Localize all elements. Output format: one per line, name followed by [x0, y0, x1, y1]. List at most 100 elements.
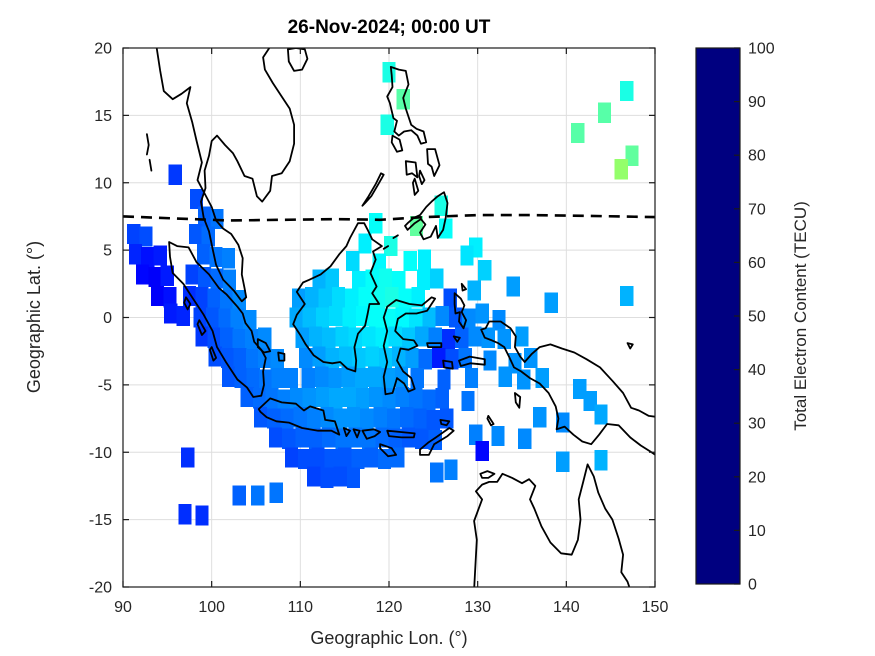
tec-cell: [415, 428, 429, 449]
coastline-path: [292, 222, 383, 373]
tec-cell: [434, 195, 448, 216]
colorbar-tick-label: 20: [748, 469, 766, 486]
coastline-path: [146, 133, 150, 156]
tec-cell: [365, 346, 379, 367]
tec-cell: [246, 368, 260, 389]
tec-cell: [329, 306, 343, 327]
tec-cell: [139, 226, 153, 247]
tec-cell: [443, 288, 457, 309]
tec-cell: [355, 388, 370, 409]
y-tick-label: -15: [89, 512, 112, 529]
tec-cell: [382, 62, 396, 83]
tec-cell: [232, 329, 246, 350]
tec-cell: [270, 349, 284, 370]
tec-cell: [197, 206, 212, 227]
tec-cell: [498, 366, 512, 387]
tec-cell: [315, 386, 330, 408]
tec-cell: [153, 245, 167, 266]
tec-cell: [395, 386, 409, 408]
tec-cell: [338, 346, 353, 367]
coastline-path: [209, 346, 217, 362]
tec-cell: [583, 390, 597, 412]
tec-cell: [197, 244, 211, 265]
tec-cell: [620, 285, 634, 306]
tec-cell: [148, 267, 162, 288]
coastline-path: [287, 48, 309, 72]
tec-cell: [428, 327, 442, 348]
tec-cell: [358, 287, 372, 308]
tec-cell: [234, 368, 248, 389]
coastline-path: [479, 470, 496, 479]
magnetic-equator-line: [123, 213, 655, 222]
tec-cell: [445, 349, 459, 370]
tec-cell: [415, 326, 429, 347]
colorbar-tick-label: 50: [748, 309, 766, 326]
tec-cell: [360, 408, 374, 429]
axis-box-and-ticks: 90 100 110 120 130 140 150 20 15 10 5 0 -5 -10 -15 -20: [89, 41, 669, 617]
tec-cell: [364, 447, 378, 468]
tec-cell: [368, 366, 382, 387]
x-tick-label: 120: [376, 599, 403, 616]
y-tick-label: 15: [94, 108, 112, 125]
tec-cell: [416, 269, 431, 290]
tec-cell: [221, 347, 235, 368]
coastline-path: [453, 292, 467, 330]
tec-cell: [362, 326, 376, 347]
tec-cell: [325, 268, 339, 289]
tec-cell: [218, 308, 232, 329]
tec-cell: [341, 366, 355, 387]
tec-cell: [220, 327, 234, 348]
tec-cell: [373, 407, 387, 428]
tec-cell: [435, 306, 449, 327]
tec-cell: [594, 450, 608, 471]
tec-cell: [432, 347, 446, 368]
tec-cell: [478, 260, 492, 281]
coastline-path: [257, 397, 341, 436]
tec-cell: [284, 447, 299, 468]
colorbar-gradient: [696, 48, 740, 584]
coastline-path: [473, 463, 631, 587]
tec-cell: [378, 268, 393, 289]
tec-cell: [388, 428, 402, 449]
tec-cell: [346, 407, 361, 428]
tec-cell: [331, 287, 346, 308]
tec-cell: [280, 408, 294, 429]
coastline-path: [382, 296, 436, 396]
coastline-path: [386, 429, 416, 439]
tec-cell: [517, 369, 531, 390]
tec-cell: [342, 386, 356, 408]
tec-cell: [418, 349, 432, 370]
tec-cell: [410, 368, 424, 389]
y-tick-label: 0: [103, 310, 112, 327]
tec-cell: [338, 447, 352, 468]
tec-cell: [182, 285, 197, 306]
tec-cell: [259, 369, 273, 390]
coastline-path: [196, 319, 207, 336]
tec-cell: [422, 389, 436, 410]
x-tick-label: 110: [288, 599, 314, 616]
tec-cell: [308, 428, 323, 449]
tec-cell: [268, 427, 283, 448]
tec-cell: [369, 213, 383, 234]
tec-cell: [189, 223, 203, 244]
tec-cell: [571, 122, 585, 143]
tec-cell: [441, 329, 456, 350]
tec-cell: [430, 268, 444, 289]
tec-cell: [232, 485, 246, 506]
y-tick-label: -5: [98, 377, 112, 394]
x-tick-label: 150: [642, 599, 669, 616]
tec-cell: [244, 329, 259, 350]
y-tick-label: -10: [89, 445, 112, 462]
tec-cell: [573, 378, 587, 399]
coastline-path: [183, 296, 192, 311]
tec-cell: [625, 145, 639, 166]
tec-cell: [193, 307, 207, 328]
tec-cell: [312, 269, 326, 290]
tec-cell: [298, 448, 312, 470]
coastline-path: [404, 160, 419, 179]
colorbar-tick-label: 10: [748, 523, 766, 540]
tec-cell: [333, 466, 347, 487]
tec-cell: [614, 159, 628, 180]
tec-cell: [385, 287, 399, 308]
tec-cell: [377, 448, 392, 470]
